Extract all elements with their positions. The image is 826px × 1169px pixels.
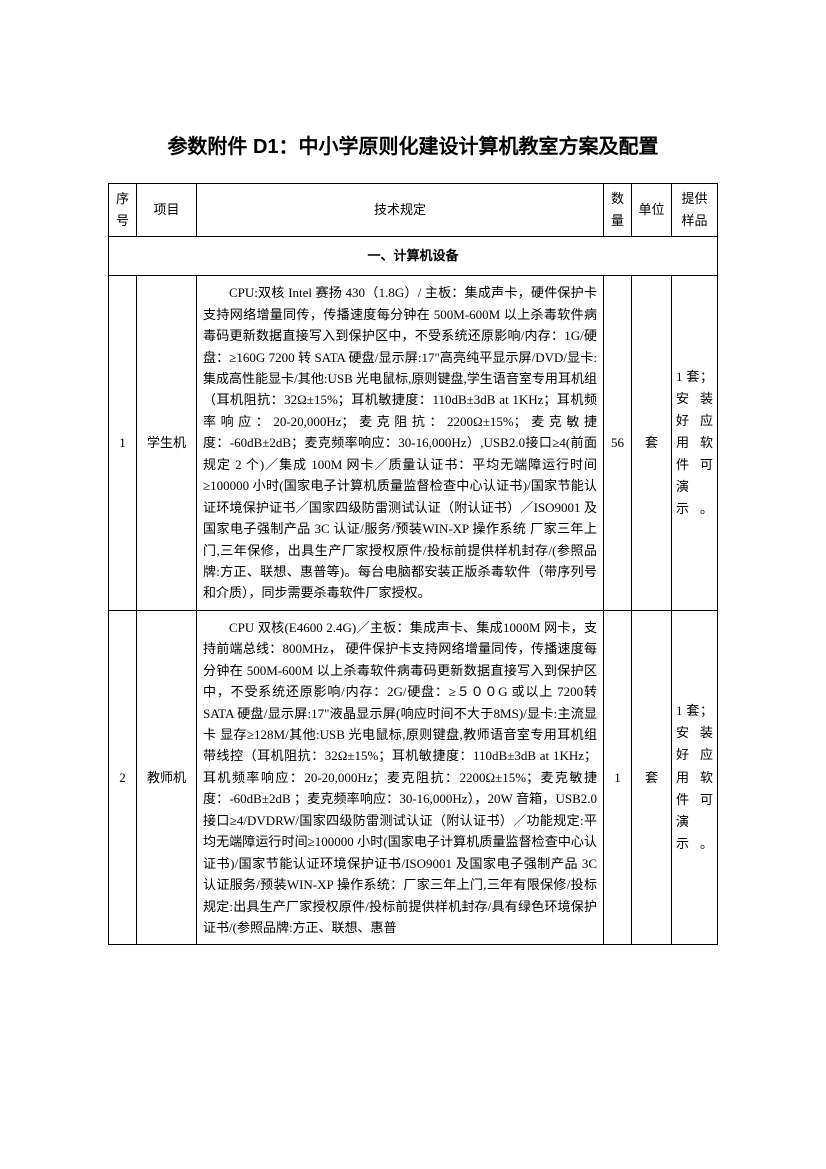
cell-spec: CPU:双核 Intel 赛扬 430（1.8G）/ 主板：集成声卡，硬件保护卡… <box>197 276 604 611</box>
config-table: 序号 项目 技术规定 数量 单位 提供样品 一、计算机设备 1 学生机 CPU:… <box>108 183 718 945</box>
section-row: 一、计算机设备 <box>109 237 718 276</box>
cell-sample: 1 套；安 装好 应用 软件 可演示。 <box>672 276 718 611</box>
header-spec: 技术规定 <box>197 184 604 237</box>
header-seq: 序号 <box>109 184 137 237</box>
cell-item: 教师机 <box>137 610 197 945</box>
section-title: 一、计算机设备 <box>109 237 718 276</box>
page-title: 参数附件 D1：中小学原则化建设计算机教室方案及配置 <box>108 130 718 159</box>
cell-item: 学生机 <box>137 276 197 611</box>
header-unit: 单位 <box>632 184 672 237</box>
cell-qty: 56 <box>604 276 632 611</box>
table-header-row: 序号 项目 技术规定 数量 单位 提供样品 <box>109 184 718 237</box>
cell-unit: 套 <box>632 610 672 945</box>
header-qty: 数量 <box>604 184 632 237</box>
cell-sample: 1 套；安 装好 应用 软件 可演示。 <box>672 610 718 945</box>
cell-unit: 套 <box>632 276 672 611</box>
cell-spec: CPU 双核(E4600 2.4G)／主板：集成声卡、集成1000M 网卡，支持… <box>197 610 604 945</box>
cell-seq: 2 <box>109 610 137 945</box>
table-row: 2 教师机 CPU 双核(E4600 2.4G)／主板：集成声卡、集成1000M… <box>109 610 718 945</box>
header-item: 项目 <box>137 184 197 237</box>
cell-seq: 1 <box>109 276 137 611</box>
page: 参数附件 D1：中小学原则化建设计算机教室方案及配置 序号 项目 技术规定 数量… <box>0 0 826 985</box>
cell-qty: 1 <box>604 610 632 945</box>
header-sample: 提供样品 <box>672 184 718 237</box>
table-row: 1 学生机 CPU:双核 Intel 赛扬 430（1.8G）/ 主板：集成声卡… <box>109 276 718 611</box>
